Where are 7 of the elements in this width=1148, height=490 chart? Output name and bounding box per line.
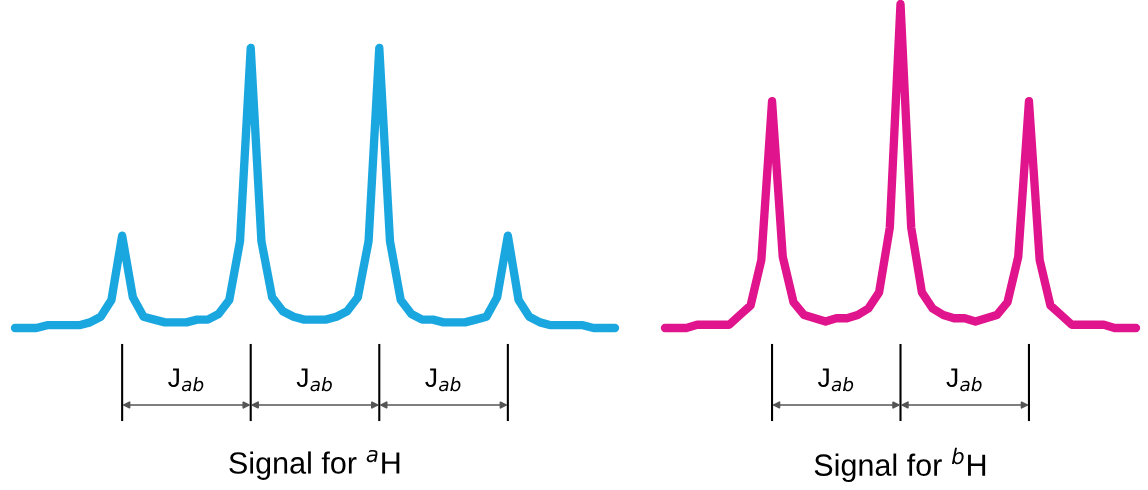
text: J$_{ab}$ [946,368,982,392]
text: J$_{ab}$ [296,368,332,392]
text: Signal for $^{b}$H [814,447,986,483]
text: Signal for $^{a}$H [229,449,400,480]
text: J$_{ab}$ [817,368,854,392]
text: J$_{ab}$ [425,368,461,392]
text: J$_{ab}$ [168,368,204,392]
